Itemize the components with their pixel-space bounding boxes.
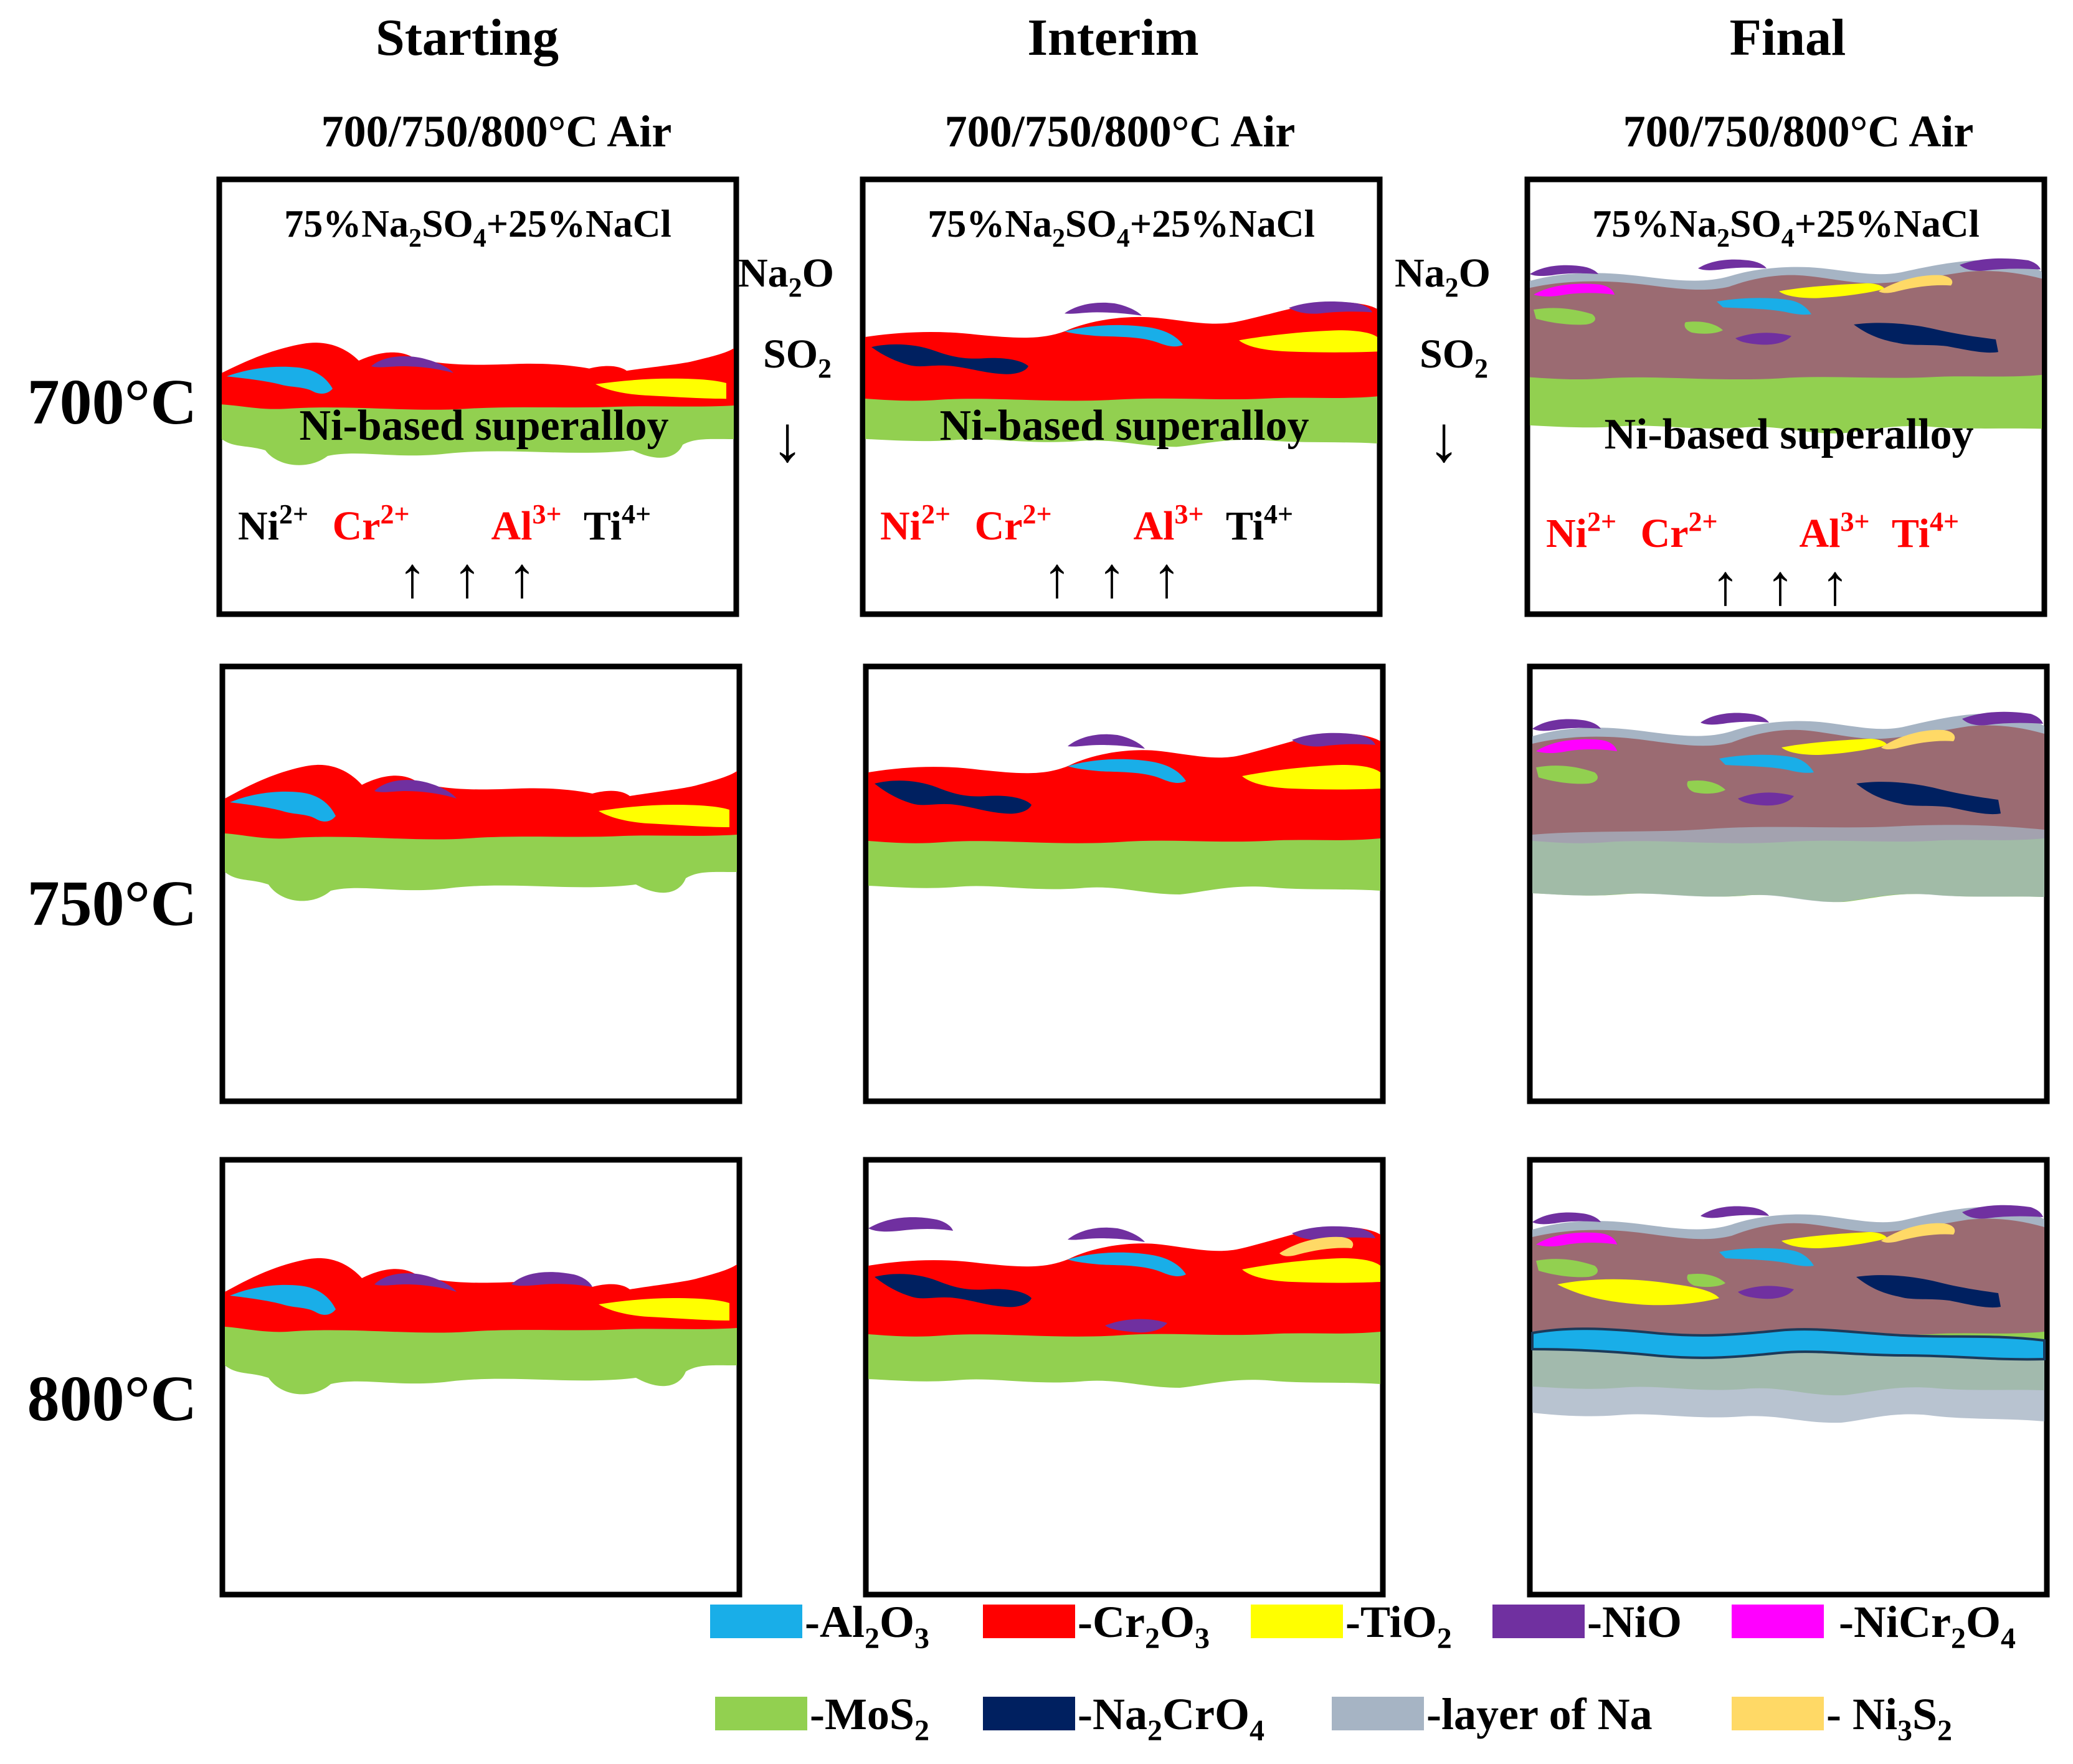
salt-deposit-label: 75%Na2SO4+25%NaCl [284, 203, 671, 253]
legend-swatch [1492, 1605, 1585, 1638]
ion-row: Ni2+ Cr2+ Al3+ Ti4+ [880, 487, 1293, 549]
legend-swatch [710, 1605, 802, 1638]
nio-particle [868, 1217, 953, 1232]
legend-swatch [1732, 1697, 1824, 1730]
tio2-particle [1557, 1279, 1719, 1306]
condition-label-final: 700/750/800°C Air [1623, 107, 1974, 156]
up-arrow-icon: ↑ [398, 546, 427, 609]
legend-item-tio2: -TiO2 [1251, 1597, 1452, 1655]
ion-ti: Ti [1226, 503, 1264, 549]
ion-ti: Ti [584, 503, 622, 549]
legend-swatch [715, 1697, 807, 1730]
so2-label: SO2 [1420, 331, 1488, 384]
ion-cr: Cr [975, 503, 1023, 549]
na2o-label: Na2O [738, 250, 834, 303]
cross-section [868, 1217, 1380, 1388]
condition-label-interim: 700/750/800°C Air [945, 107, 1296, 156]
ion-row: Ni2+ Cr2+ Al3+ Ti4+ [238, 487, 651, 549]
legend-item-cr2o3: -Cr2O3 [983, 1597, 1210, 1655]
up-arrow-icon: ↑ [1043, 546, 1071, 609]
legend-label: -NiO [1587, 1597, 1682, 1647]
so2-label: SO2 [763, 331, 832, 384]
ion-ni: Ni [1546, 511, 1587, 556]
al2o3-band [1531, 1327, 2046, 1361]
legend-item-al2o3: -Al2O3 [710, 1597, 929, 1655]
ion-cr: Cr [1641, 511, 1689, 556]
legend-item-na2cro4: -Na2CrO4 [983, 1689, 1264, 1747]
nio-particle [511, 1272, 592, 1287]
up-arrow-icon: ↑ [453, 546, 481, 609]
cross-section [1530, 258, 2042, 434]
panel-750-final [1527, 663, 2050, 1104]
ion-ti: Ti [1892, 511, 1930, 556]
ion-al: Al [1799, 511, 1840, 556]
gas-annotation-1: Na2O SO2 ↓ [738, 250, 834, 475]
panel-800-interim [863, 1157, 1386, 1598]
up-arrow-icon: ↑ [1152, 546, 1181, 609]
panel-750-interim [863, 663, 1386, 1104]
stage-title-starting: Starting [376, 9, 559, 67]
ni3s2-particle [1279, 1236, 1354, 1256]
down-arrow-icon: ↓ [771, 404, 804, 475]
na-layer-band [1532, 825, 2044, 903]
condition-label-starting: 700/750/800°C Air [321, 107, 672, 156]
legend-label: -NiCr2O4 [1839, 1597, 2016, 1655]
legend-item-na-layer: -layer of Na [1332, 1689, 1653, 1739]
legend-item-mos2: -MoS2 [715, 1689, 929, 1747]
legend-item-nicr2o4: -NiCr2O4 [1732, 1597, 2016, 1655]
temperature-label-700: 700°C [27, 366, 197, 438]
down-arrow-icon: ↓ [1428, 404, 1460, 475]
legend-swatch [983, 1605, 1075, 1638]
up-arrow-icon: ↑ [1821, 553, 1849, 617]
panel-700-final: 75%Na2SO4+25%NaCl Ni-based superalloy Ni… [1524, 176, 2047, 617]
na2o-label: Na2O [1395, 250, 1491, 303]
substrate-label: Ni-based superalloy [1604, 410, 1973, 458]
legend-swatch [1251, 1605, 1343, 1638]
legend: -Al2O3 -Cr2O3 -TiO2 -NiO -NiCr2O4 -MoS2 … [710, 1597, 2016, 1747]
salt-deposit-label: 75%Na2SO4+25%NaCl [1592, 203, 1980, 253]
temperature-label-750: 750°C [27, 868, 197, 939]
substrate-label: Ni-based superalloy [299, 402, 668, 450]
stage-title-interim: Interim [1027, 9, 1198, 67]
legend-label: -Cr2O3 [1078, 1597, 1210, 1655]
temperature-label-800: 800°C [27, 1363, 197, 1434]
legend-label: -layer of Na [1426, 1689, 1653, 1739]
ion-cr: Cr [333, 503, 381, 549]
legend-swatch [983, 1697, 1075, 1730]
salt-deposit-label: 75%Na2SO4+25%NaCl [927, 203, 1315, 253]
legend-swatch [1332, 1697, 1424, 1730]
panel-700-starting: 75%Na2SO4+25%NaCl Ni-based superalloy Ni… [216, 176, 739, 617]
legend-label: -TiO2 [1345, 1597, 1452, 1655]
nio-particle [1105, 1319, 1167, 1333]
legend-label: -Al2O3 [805, 1597, 929, 1655]
up-arrow-icon: ↑ [1098, 546, 1126, 609]
stage-title-final: Final [1730, 9, 1846, 67]
substrate-label: Ni-based superalloy [939, 402, 1309, 450]
panel-750-starting [219, 663, 742, 1104]
panel-700-interim: 75%Na2SO4+25%NaCl Ni-based superalloy Ni… [860, 176, 1383, 617]
legend-item-ni3s2: - Ni3S2 [1732, 1689, 1952, 1747]
up-arrow-icon: ↑ [1766, 553, 1795, 617]
gas-annotation-2: Na2O SO2 ↓ [1395, 250, 1491, 475]
na-layer-band [1532, 1344, 2044, 1423]
ion-ni: Ni [238, 503, 279, 549]
ion-al: Al [1133, 503, 1174, 549]
ion-row: Ni2+ Cr2+ Al3+ Ti4+ [1546, 495, 1959, 556]
ion-ni: Ni [880, 503, 921, 549]
up-arrow-icon: ↑ [508, 546, 536, 609]
legend-label: -Na2CrO4 [1078, 1689, 1264, 1747]
legend-label: - Ni3S2 [1826, 1689, 1952, 1747]
panel-800-final [1527, 1157, 2050, 1598]
legend-item-nio: -NiO [1492, 1597, 1682, 1647]
panel-800-starting [219, 1157, 742, 1598]
cross-section [1532, 1205, 2044, 1396]
cross-section [225, 1258, 737, 1395]
up-arrow-icon: ↑ [1711, 553, 1740, 617]
ion-al: Al [491, 503, 532, 549]
legend-label: -MoS2 [810, 1689, 929, 1747]
legend-swatch [1732, 1605, 1824, 1638]
